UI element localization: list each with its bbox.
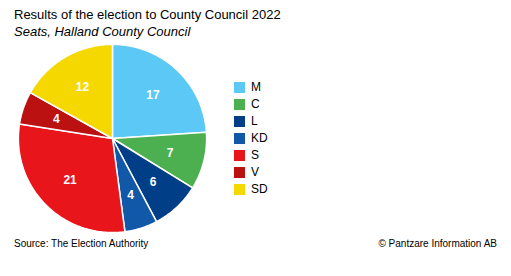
svg-text:12: 12 (76, 80, 90, 94)
html-text:S: S (251, 148, 259, 162)
svg-text:4: 4 (127, 188, 134, 202)
html-text:L: L (251, 114, 258, 128)
html-text:© Pantzare Information AB: © Pantzare Information AB (378, 238, 497, 249)
html-text:Results of the election to Cou: Results of the election to County Counci… (14, 7, 281, 22)
html-text:Source: The Election Authority: Source: The Election Authority (14, 238, 149, 249)
html-text:V: V (251, 165, 259, 179)
svg-text:6: 6 (150, 175, 157, 189)
html-text:Seats, Halland County Council: Seats, Halland County Council (14, 24, 191, 39)
html-text:KD: KD (251, 131, 268, 145)
html-text:C: C (251, 97, 260, 111)
html-text:M: M (251, 80, 261, 94)
svg-text:4: 4 (53, 112, 60, 126)
svg-text:17: 17 (146, 88, 160, 102)
svg-text:7: 7 (167, 146, 174, 160)
html-text:SD: SD (251, 182, 268, 196)
svg-text:21: 21 (63, 173, 77, 187)
